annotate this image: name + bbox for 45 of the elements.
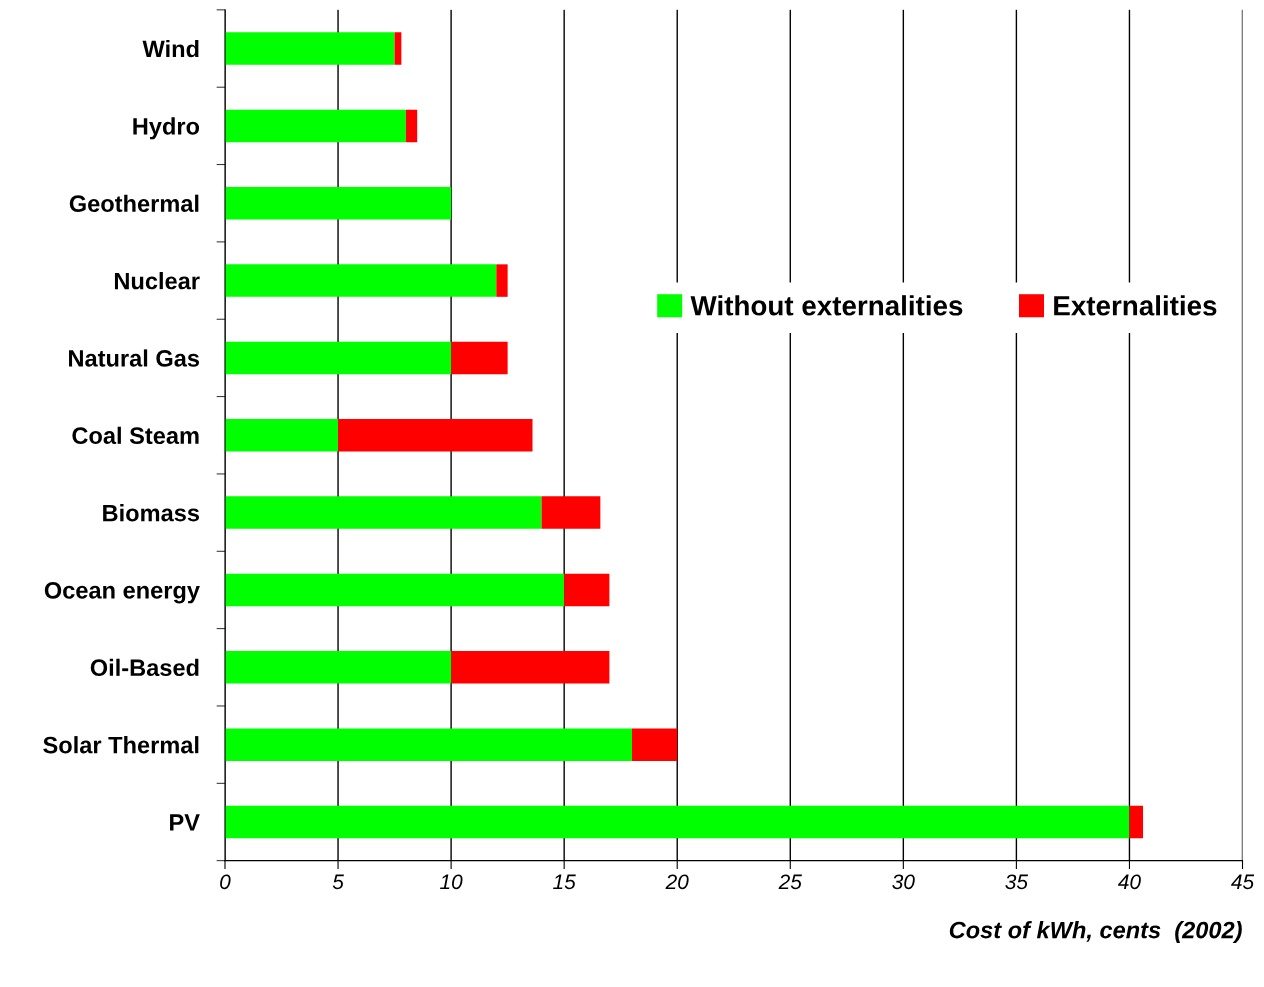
y-tick-label: Coal Steam <box>72 426 199 445</box>
bar <box>224 264 497 297</box>
y-tick-label: Ocean energy <box>44 581 200 604</box>
x-tick-label: 35 <box>1005 874 1029 890</box>
y-tick-label: Oil-Based <box>90 658 199 677</box>
legend-label: Without externalities <box>690 295 963 316</box>
bar <box>451 651 610 684</box>
bar <box>405 109 418 143</box>
y-tick-label: PV <box>170 814 200 831</box>
x-tick-label: 30 <box>892 874 915 890</box>
bar <box>394 32 402 65</box>
bar <box>224 109 406 143</box>
x-tick-label: 0 <box>220 874 231 890</box>
bar <box>1129 805 1144 839</box>
x-tick-label: 45 <box>1231 874 1255 890</box>
x-axis-title: Cost of kWh, cents (2002) <box>949 921 1242 944</box>
bar <box>224 186 452 220</box>
bar <box>632 728 678 761</box>
bar <box>338 419 533 452</box>
y-tick-label: Wind <box>142 39 199 58</box>
x-tick-label: 25 <box>778 874 802 890</box>
y-tick-label: Geothermal <box>69 194 199 213</box>
x-tick-label: 10 <box>440 874 463 890</box>
x-tick-label: 5 <box>332 874 344 890</box>
x-tick-label: 20 <box>665 874 689 890</box>
bar <box>224 341 452 375</box>
y-tick-label: Hydro <box>133 117 200 140</box>
y-tick-label: Natural Gas <box>69 349 200 367</box>
bar <box>224 651 452 684</box>
x-tick-label: 15 <box>553 874 576 890</box>
bar <box>224 805 1130 839</box>
y-tick-label: Solar Thermal <box>43 736 199 754</box>
bar <box>451 341 508 375</box>
bar <box>224 32 395 65</box>
bar <box>224 496 542 529</box>
x-tick-label: 40 <box>1118 874 1141 890</box>
bar <box>224 573 565 607</box>
bar <box>564 573 610 607</box>
bar <box>496 264 508 297</box>
bar <box>224 728 632 761</box>
y-tick-label: Biomass <box>103 504 200 522</box>
bar <box>541 496 601 529</box>
bar <box>224 419 339 452</box>
legend-label: Externalities <box>1054 295 1217 316</box>
y-tick-label: Nuclear <box>114 272 200 290</box>
